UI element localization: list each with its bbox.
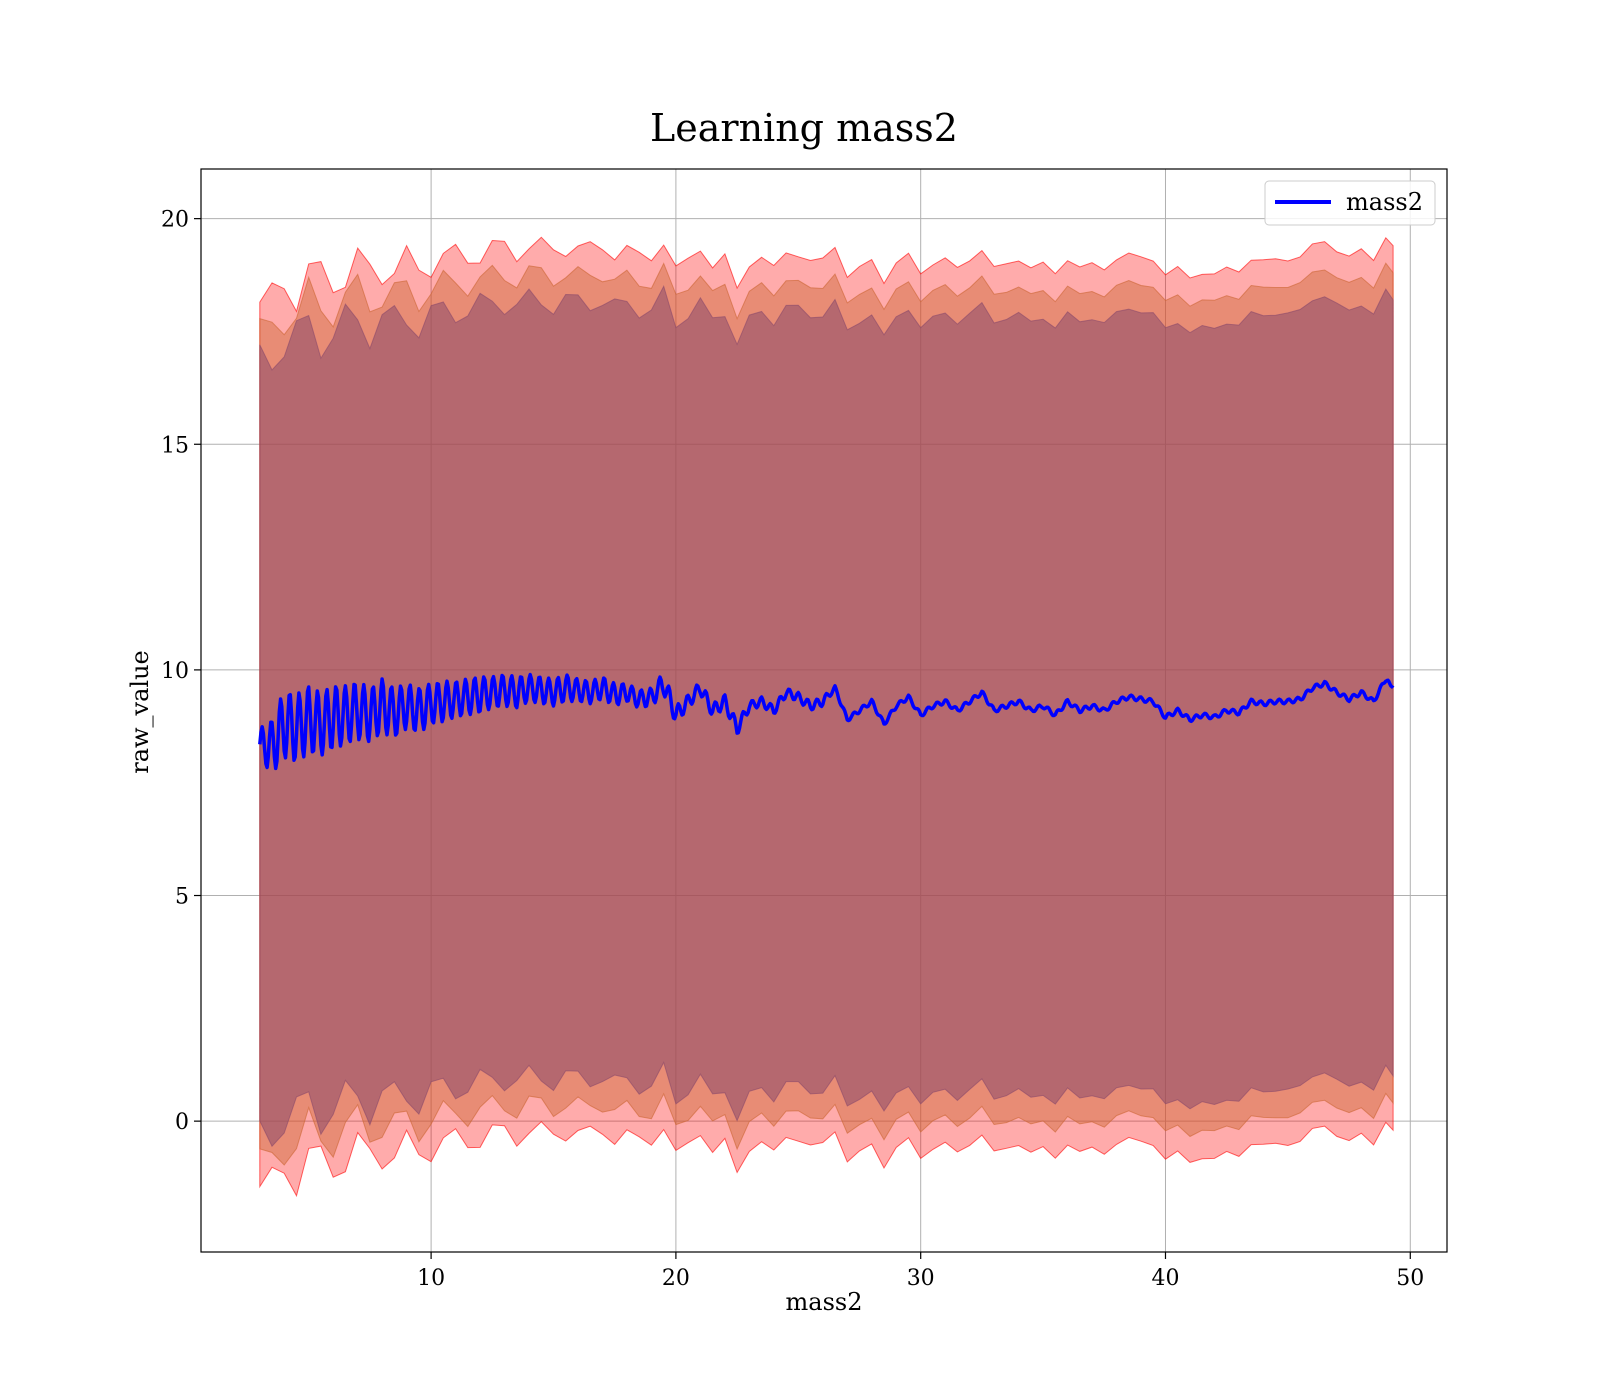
chart-title: Learning mass2 (650, 106, 958, 150)
x-tick-label: 40 (1151, 1266, 1179, 1291)
axes-layer: 10 20 30 40 50 0 5 10 15 20 (161, 168, 1448, 1291)
x-tick-label: 50 (1396, 1266, 1424, 1291)
y-tick-label: 0 (175, 1110, 189, 1135)
y-tick-label: 10 (161, 659, 189, 684)
x-tick-label: 30 (907, 1266, 935, 1291)
legend: mass2 (1264, 180, 1436, 226)
plot-frame (200, 168, 1448, 1253)
series-line-mass2 (258, 672, 1395, 771)
x-axis-label: mass2 (786, 1288, 863, 1316)
y-tick-label: 15 (161, 433, 189, 458)
x-tick-label: 10 (417, 1266, 445, 1291)
y-tick-label: 20 (161, 208, 189, 233)
legend-entry-mass2: mass2 (1346, 188, 1423, 216)
x-tick-label: 20 (662, 1266, 690, 1291)
band-layer (259, 236, 1394, 1198)
legend-box (1264, 180, 1436, 226)
y-axis-label: raw_value (126, 650, 154, 774)
line-layer (258, 672, 1395, 771)
confidence-band-3 (259, 284, 1394, 1148)
y-tick-label: 5 (175, 885, 189, 910)
